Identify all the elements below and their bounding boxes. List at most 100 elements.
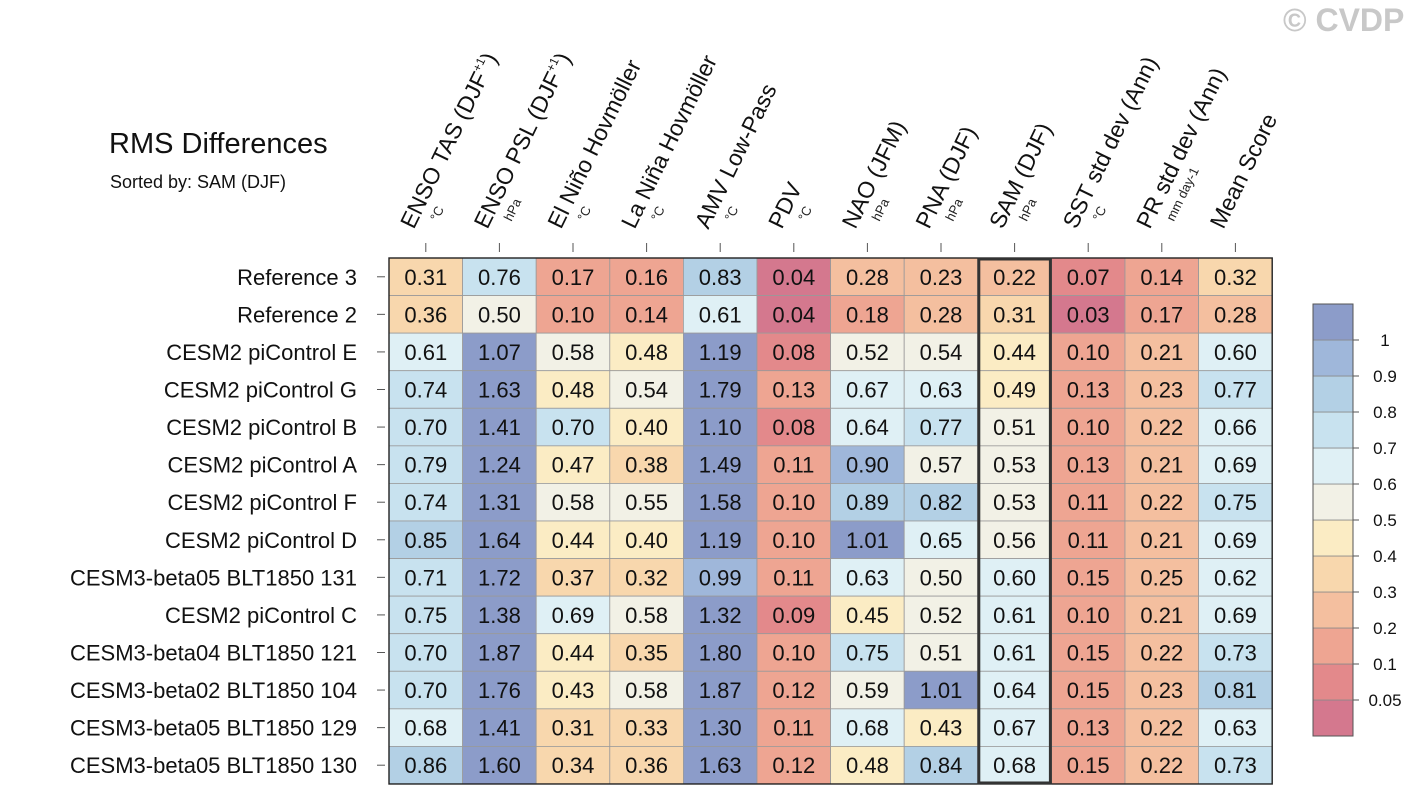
- cell-value: 1.79: [699, 377, 742, 402]
- heatmap-cell: [977, 670, 1052, 710]
- heatmap-cell: [830, 295, 905, 334]
- cell-value: 0.58: [552, 490, 595, 515]
- cell-value: 0.58: [625, 603, 668, 628]
- cell-value: 0.25: [1140, 565, 1183, 590]
- cell-value: 0.53: [993, 490, 1036, 515]
- heatmap-cell: [903, 746, 979, 785]
- row-label: CESM3-beta02 BLT1850 104: [70, 678, 357, 703]
- colorbar-swatch: [1312, 663, 1354, 701]
- cell-value: 0.36: [404, 302, 447, 327]
- column-unit: °C: [1089, 204, 1109, 224]
- colorbar-swatch: [1312, 591, 1354, 629]
- cell-value: 0.40: [625, 415, 668, 440]
- row-label: CESM2 piControl B: [166, 415, 357, 440]
- heatmap-cell: [756, 295, 831, 334]
- cell-value: 0.18: [846, 302, 889, 327]
- column-header-label: Mean Score: [1205, 109, 1283, 232]
- cell-value: 0.13: [1067, 377, 1110, 402]
- heatmap-cell: [1051, 595, 1126, 635]
- cell-value: 0.63: [1214, 716, 1257, 741]
- cell-value: 1.87: [478, 640, 521, 665]
- heatmap-cell: [388, 746, 463, 785]
- cell-value: 0.15: [1067, 753, 1110, 778]
- heatmap-cell: [903, 445, 979, 484]
- heatmap-cell: [535, 708, 611, 747]
- cell-value: 1.87: [699, 678, 742, 703]
- heatmap-cell: [1124, 483, 1199, 522]
- heatmap-cell: [1198, 483, 1273, 522]
- cell-value: 0.70: [404, 678, 447, 703]
- colorbar-swatch: [1312, 519, 1354, 557]
- chart-title: RMS Differences: [109, 128, 328, 160]
- cell-value: 0.48: [552, 377, 595, 402]
- cell-value: 0.31: [993, 302, 1036, 327]
- heatmap-cell: [1198, 407, 1273, 447]
- heatmap-cell: [1124, 520, 1199, 559]
- cell-value: 0.52: [920, 603, 963, 628]
- cell-value: 0.75: [1214, 490, 1257, 515]
- cell-value: 0.61: [993, 640, 1036, 665]
- heatmap-cell: [535, 670, 611, 710]
- cell-value: 0.17: [552, 265, 595, 290]
- heatmap-cell: [388, 708, 463, 747]
- heatmap-cell: [388, 295, 463, 334]
- heatmap-cell: [609, 407, 684, 447]
- cell-value: 0.28: [920, 302, 963, 327]
- row-label: CESM3-beta05 BLT1850 129: [70, 716, 357, 741]
- heatmap-cell: [830, 370, 905, 409]
- heatmap-cell: [830, 633, 905, 672]
- cell-value: 1.32: [699, 603, 742, 628]
- colorbar-label: 1: [1380, 331, 1389, 350]
- cell-value: 0.21: [1140, 528, 1183, 553]
- cell-value: 0.07: [1067, 265, 1110, 290]
- heatmap-cell: [388, 332, 463, 372]
- cell-value: 0.61: [993, 603, 1036, 628]
- colorbar-label: 0.6: [1373, 475, 1397, 494]
- heatmap-cell: [1051, 445, 1126, 484]
- cell-value: 0.69: [552, 603, 595, 628]
- heatmap-cell: [388, 558, 463, 597]
- cell-value: 0.32: [1214, 265, 1257, 290]
- cell-value: 0.13: [1067, 716, 1110, 741]
- heatmap-cell: [830, 595, 905, 635]
- heatmap-cells: 0.31 0.76 0.17 0.16 0.83 0.04 0.28 0.23 0.22 0.07…: [388, 257, 1273, 785]
- heatmap-cell: [1198, 257, 1273, 296]
- cell-value: 0.33: [625, 716, 668, 741]
- heatmap-cell: [756, 708, 831, 747]
- cell-value: 0.28: [1214, 302, 1257, 327]
- cell-value: 0.62: [1214, 565, 1257, 590]
- cell-value: 1.07: [478, 340, 521, 365]
- cell-value: 1.60: [478, 753, 521, 778]
- heatmap-cell: [830, 746, 905, 785]
- cell-value: 0.68: [993, 753, 1036, 778]
- cell-value: 0.67: [846, 377, 889, 402]
- heatmap-cell: [1198, 558, 1273, 597]
- heatmap-cell: [609, 595, 684, 635]
- heatmap-cell: [977, 295, 1052, 334]
- heatmap-cell: [462, 257, 537, 296]
- row-label: CESM2 piControl A: [167, 453, 357, 478]
- cell-value: 1.63: [478, 377, 521, 402]
- cell-value: 0.15: [1067, 565, 1110, 590]
- cell-value: 0.22: [1140, 640, 1183, 665]
- heatmap-cell: [1124, 407, 1199, 447]
- heatmap-cell: [683, 295, 758, 334]
- cell-value: 0.70: [404, 640, 447, 665]
- heatmap-cell: [756, 370, 831, 409]
- cell-value: 0.61: [699, 302, 742, 327]
- cell-value: 0.22: [1140, 490, 1183, 515]
- heatmap-cell: [535, 595, 611, 635]
- cell-value: 1.41: [478, 415, 521, 440]
- heatmap-cell: [683, 407, 758, 447]
- cell-value: 1.64: [478, 528, 521, 553]
- row-label: CESM2 piControl G: [164, 377, 357, 402]
- cell-value: 1.58: [699, 490, 742, 515]
- cell-value: 0.14: [1140, 265, 1183, 290]
- cell-value: 0.11: [773, 453, 814, 478]
- cell-value: 0.51: [920, 640, 963, 665]
- cell-value: 0.22: [1140, 716, 1183, 741]
- column-unit: °C: [648, 204, 668, 224]
- cell-value: 0.75: [404, 603, 447, 628]
- cell-value: 0.51: [993, 415, 1036, 440]
- cell-value: 0.76: [478, 265, 521, 290]
